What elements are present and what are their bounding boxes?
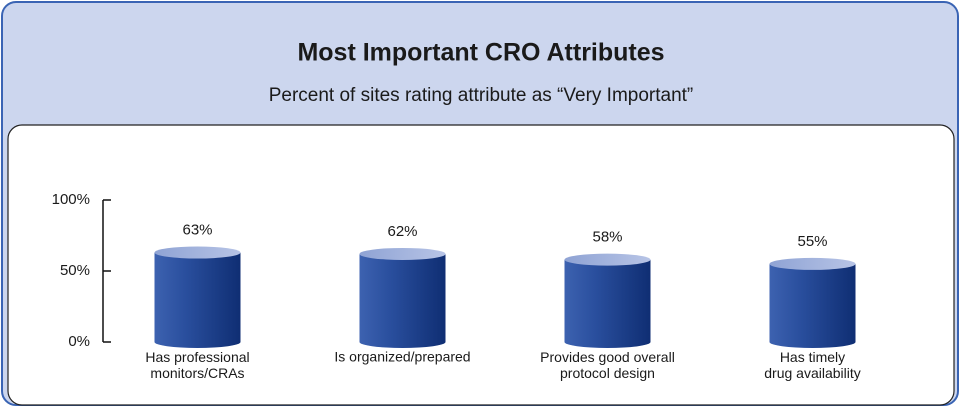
chart-title: Most Important CRO Attributes bbox=[297, 39, 664, 67]
value-label: 63% bbox=[182, 222, 212, 239]
bar-top bbox=[769, 257, 856, 270]
value-label: 62% bbox=[387, 223, 417, 240]
bar-top bbox=[154, 246, 241, 259]
bar bbox=[564, 259, 651, 348]
bar bbox=[154, 252, 241, 348]
x-tick-label: Has professional monitors/CRAs bbox=[145, 349, 249, 381]
bar-top bbox=[359, 247, 446, 260]
bar-top bbox=[564, 253, 651, 266]
bar bbox=[769, 263, 856, 348]
value-label: 55% bbox=[797, 233, 827, 250]
y-tick-label: 50% bbox=[60, 262, 90, 279]
x-tick-label: Is organized/prepared bbox=[334, 349, 470, 365]
x-tick-label: Provides good overall protocol design bbox=[540, 349, 675, 381]
y-tick-label: 100% bbox=[52, 191, 90, 208]
bar bbox=[359, 253, 446, 348]
plot-panel bbox=[7, 124, 955, 406]
chart-subtitle: Percent of sites rating attribute as “Ve… bbox=[269, 85, 694, 106]
x-tick-label: Has timely drug availability bbox=[764, 349, 861, 381]
value-label: 58% bbox=[592, 229, 622, 246]
y-tick-label: 0% bbox=[68, 333, 90, 350]
